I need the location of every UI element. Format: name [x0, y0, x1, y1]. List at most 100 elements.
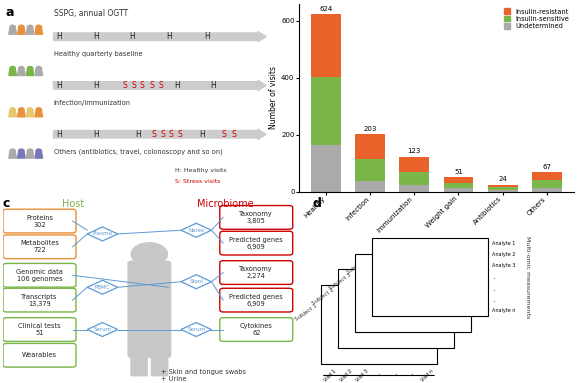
Bar	[374, 288, 388, 298]
Bar	[423, 261, 437, 271]
Text: Serum: Serum	[187, 327, 205, 332]
Bar	[438, 315, 452, 325]
Bar	[420, 353, 435, 363]
Bar	[374, 299, 388, 309]
Bar	[420, 342, 435, 352]
Bar	[374, 255, 388, 265]
Circle shape	[19, 108, 24, 111]
Text: S: S	[178, 130, 183, 139]
Polygon shape	[9, 70, 16, 75]
Bar	[390, 299, 404, 309]
Bar	[420, 331, 435, 340]
Bar	[388, 320, 403, 330]
Bar	[455, 266, 469, 276]
Bar	[323, 320, 337, 330]
Bar	[339, 353, 353, 363]
Bar	[423, 239, 437, 249]
FancyArrow shape	[53, 80, 266, 91]
Bar	[388, 298, 403, 308]
Text: SSPG, annual OGTT: SSPG, annual OGTT	[53, 10, 128, 18]
Bar	[390, 288, 404, 298]
Text: .: .	[394, 368, 397, 377]
Bar	[438, 310, 453, 320]
Bar	[472, 283, 486, 293]
Text: H: H	[93, 32, 99, 41]
Bar	[404, 342, 419, 352]
Bar	[373, 271, 387, 280]
Bar	[422, 337, 436, 347]
Text: Predicted genes
6,909: Predicted genes 6,909	[229, 294, 283, 307]
Bar	[390, 310, 404, 320]
Bar	[406, 277, 420, 286]
Text: S: Stress visits: S: Stress visits	[175, 179, 220, 184]
Text: Subject 3: Subject 3	[328, 272, 353, 291]
Circle shape	[10, 67, 15, 70]
Bar	[372, 342, 386, 352]
Bar	[422, 310, 437, 320]
Bar	[356, 287, 369, 296]
Bar	[339, 342, 353, 352]
Polygon shape	[17, 152, 25, 158]
Bar	[438, 304, 452, 314]
Bar	[456, 261, 470, 271]
Bar	[405, 304, 419, 314]
Text: Healthy quarterly baseline: Healthy quarterly baseline	[53, 51, 142, 57]
Text: .: .	[492, 272, 495, 282]
Bar	[340, 304, 354, 314]
Text: Serum: Serum	[93, 327, 111, 332]
Bar	[373, 337, 387, 347]
Bar	[422, 315, 436, 325]
Bar	[423, 250, 437, 260]
Polygon shape	[87, 322, 118, 337]
Bar	[455, 288, 469, 298]
Bar	[456, 239, 470, 249]
Bar	[455, 277, 469, 286]
FancyArrow shape	[53, 31, 266, 42]
Bar	[375, 261, 389, 271]
Bar	[455, 299, 469, 309]
Bar	[406, 310, 420, 320]
Bar	[404, 320, 419, 330]
Bar	[388, 342, 403, 352]
Bar	[389, 282, 403, 291]
Bar	[438, 299, 453, 309]
Text: .: .	[492, 295, 495, 304]
Bar	[372, 320, 386, 330]
Text: H: H	[130, 32, 136, 41]
Text: Clinical tests
51: Clinical tests 51	[18, 323, 61, 336]
Bar	[323, 353, 337, 363]
Bar	[373, 293, 387, 303]
Text: S: S	[131, 81, 136, 90]
Text: Wearables: Wearables	[22, 352, 57, 358]
Bar	[455, 310, 469, 320]
Text: Cytokines
62: Cytokines 62	[240, 323, 273, 336]
Bar	[438, 326, 452, 336]
Circle shape	[27, 67, 33, 70]
Bar	[420, 287, 435, 296]
Bar	[374, 310, 388, 320]
FancyBboxPatch shape	[130, 351, 148, 376]
Bar	[422, 321, 437, 331]
Polygon shape	[9, 28, 16, 34]
Bar	[340, 326, 354, 336]
Bar	[422, 255, 437, 265]
Bar	[405, 271, 419, 280]
Bar	[390, 321, 404, 331]
Circle shape	[10, 108, 15, 111]
Bar	[372, 287, 386, 296]
Bar	[389, 326, 403, 336]
Bar	[356, 309, 369, 319]
Bar	[423, 272, 437, 282]
Bar	[340, 315, 354, 325]
Bar	[404, 331, 419, 340]
Text: Others (antibiotics, travel, colonoscopy and so on): Others (antibiotics, travel, colonoscopy…	[53, 148, 222, 155]
Bar	[456, 283, 470, 293]
Bar	[438, 293, 452, 303]
Bar	[357, 321, 371, 331]
Circle shape	[27, 25, 33, 29]
Polygon shape	[181, 322, 212, 337]
Text: Subject n: Subject n	[346, 256, 369, 275]
Text: S: S	[168, 130, 173, 139]
Bar	[438, 255, 453, 265]
Text: H: H	[56, 81, 62, 90]
